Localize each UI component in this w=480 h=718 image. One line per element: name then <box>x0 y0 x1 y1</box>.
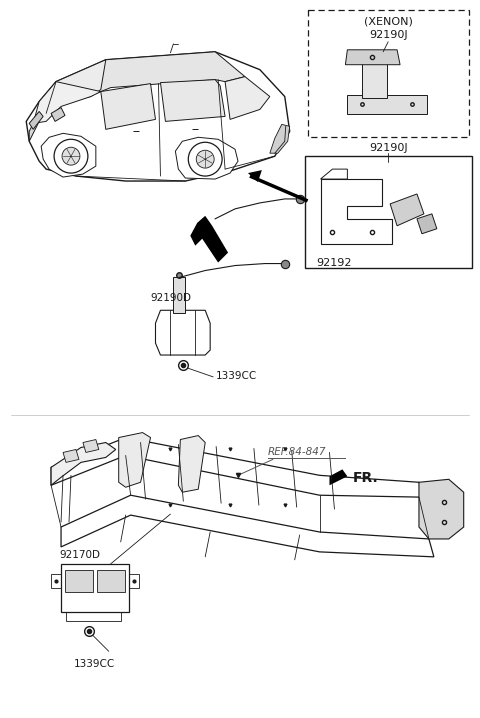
Circle shape <box>196 150 214 168</box>
Polygon shape <box>175 137 238 179</box>
Polygon shape <box>225 77 270 119</box>
Text: FR.: FR. <box>352 471 378 485</box>
Polygon shape <box>190 216 228 263</box>
Bar <box>65 570 93 592</box>
Polygon shape <box>41 134 96 177</box>
Polygon shape <box>29 111 43 129</box>
Polygon shape <box>119 432 151 488</box>
Polygon shape <box>26 52 290 181</box>
Polygon shape <box>321 179 392 243</box>
Polygon shape <box>156 310 210 355</box>
Polygon shape <box>160 80 225 121</box>
Polygon shape <box>346 50 400 65</box>
Polygon shape <box>33 82 101 123</box>
Polygon shape <box>329 470 348 485</box>
Polygon shape <box>63 449 79 462</box>
Polygon shape <box>51 108 65 121</box>
Text: 1339CC: 1339CC <box>216 371 257 381</box>
Bar <box>51 574 61 587</box>
Text: 92190D: 92190D <box>151 294 192 303</box>
Circle shape <box>188 142 222 176</box>
Circle shape <box>62 147 80 165</box>
Polygon shape <box>29 121 39 141</box>
Circle shape <box>54 139 88 173</box>
Polygon shape <box>419 480 464 539</box>
Text: (XENON): (XENON) <box>364 17 413 27</box>
Bar <box>66 612 120 622</box>
Polygon shape <box>51 442 116 485</box>
Polygon shape <box>101 83 156 129</box>
Polygon shape <box>91 52 245 93</box>
Polygon shape <box>270 124 290 153</box>
Polygon shape <box>173 277 185 313</box>
Bar <box>97 570 125 592</box>
Polygon shape <box>46 60 106 113</box>
Polygon shape <box>390 194 424 225</box>
Polygon shape <box>348 95 427 114</box>
Polygon shape <box>417 214 437 234</box>
Bar <box>305 157 472 268</box>
Polygon shape <box>362 60 387 98</box>
Text: 92192: 92192 <box>316 258 352 268</box>
Text: 92190J: 92190J <box>369 30 408 40</box>
Text: 92170D: 92170D <box>59 550 100 560</box>
Polygon shape <box>248 170 262 182</box>
Text: 1339CC: 1339CC <box>74 659 115 669</box>
Bar <box>308 10 468 137</box>
Polygon shape <box>83 439 99 452</box>
Bar <box>61 564 129 612</box>
Polygon shape <box>321 169 348 179</box>
Text: 92190J: 92190J <box>369 144 408 153</box>
Polygon shape <box>51 437 424 497</box>
Text: REF.84-847: REF.84-847 <box>268 447 326 457</box>
Polygon shape <box>179 436 205 493</box>
Bar <box>129 574 139 587</box>
Polygon shape <box>61 495 434 557</box>
